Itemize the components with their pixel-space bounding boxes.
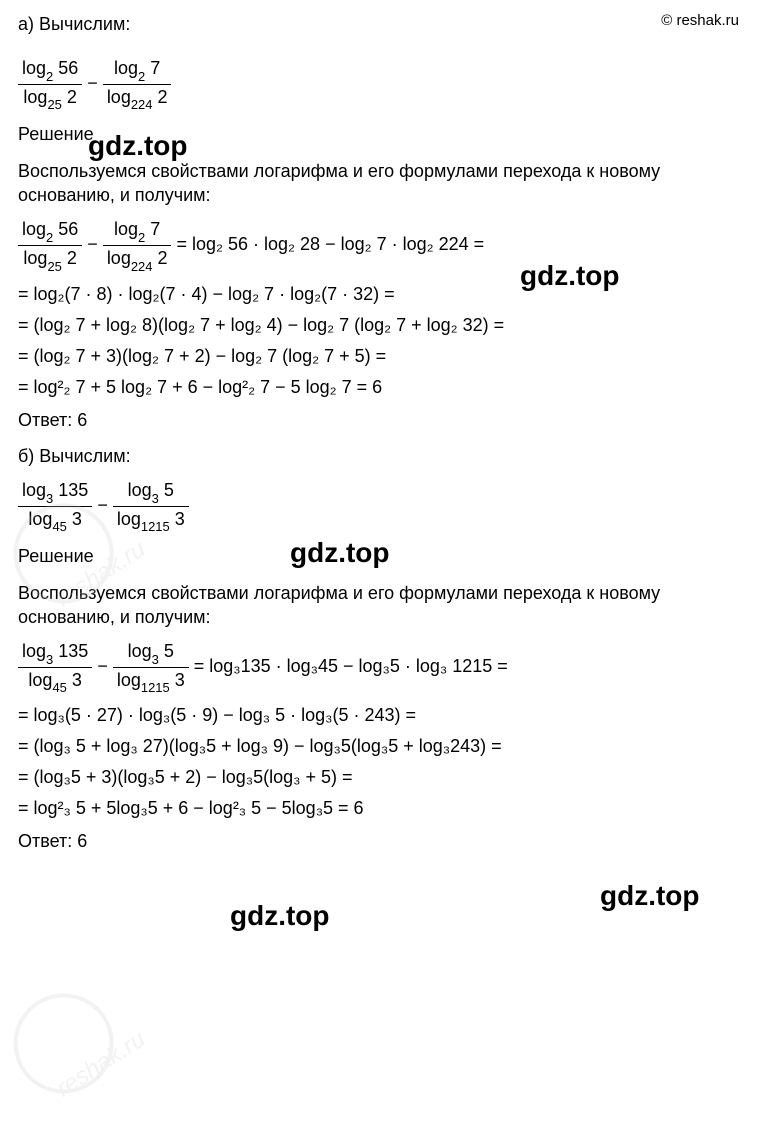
part-a-solution-label: Решение	[18, 122, 739, 146]
part-b-step3: = (log₃ 5 + log₃ 27)(log₃5 + log₃ 9) − l…	[18, 736, 739, 757]
part-a-step5: = log²₂ 7 + 5 log₂ 7 + 6 − log²₂ 7 − 5 l…	[18, 377, 739, 398]
part-a-solution-text: Воспользуемся свойствами логарифма и его…	[18, 159, 739, 208]
copyright: © reshak.ru	[661, 12, 739, 29]
part-b-label: б) Вычислим:	[18, 444, 739, 468]
part-b-expression: log3 135 log45 3 − log3 5 log1215 3	[18, 480, 739, 532]
watermark-5: gdz.top	[600, 880, 700, 912]
reshak-logo-2: reshak.ru	[0, 962, 162, 1130]
part-a-step3: = (log₂ 7 + log₂ 8)(log₂ 7 + log₂ 4) − l…	[18, 315, 739, 336]
part-b-solution-label: Решение	[18, 544, 739, 568]
part-a-step1: log2 56 log25 2 − log2 7 log224 2 = log₂…	[18, 219, 739, 271]
part-a-step4: = (log₂ 7 + 3)(log₂ 7 + 2) − log₂ 7 (log…	[18, 346, 739, 367]
part-a-expression: log2 56 log25 2 − log2 7 log224 2	[18, 58, 739, 110]
part-b-step1: log3 135 log45 3 − log3 5 log1215 3 = lo…	[18, 641, 739, 693]
part-a-step2: = log₂(7 · 8) · log₂(7 · 4) − log₂ 7 · l…	[18, 284, 739, 305]
svg-text:reshak.ru: reshak.ru	[52, 1025, 151, 1102]
part-b-answer: Ответ: 6	[18, 829, 739, 853]
part-a-answer: Ответ: 6	[18, 408, 739, 432]
part-b-step5: = log²₃ 5 + 5log₃5 + 6 − log²₃ 5 − 5log₃…	[18, 798, 739, 819]
watermark-4: gdz.top	[230, 900, 330, 932]
part-a-label: а) Вычислим:	[18, 12, 130, 36]
part-b-step2: = log₃(5 · 27) · log₃(5 · 9) − log₃ 5 · …	[18, 705, 739, 726]
part-b-step4: = (log₃5 + 3)(log₃5 + 2) − log₃5(log₃ + …	[18, 767, 739, 788]
part-b-solution-text: Воспользуемся свойствами логарифма и его…	[18, 581, 739, 630]
